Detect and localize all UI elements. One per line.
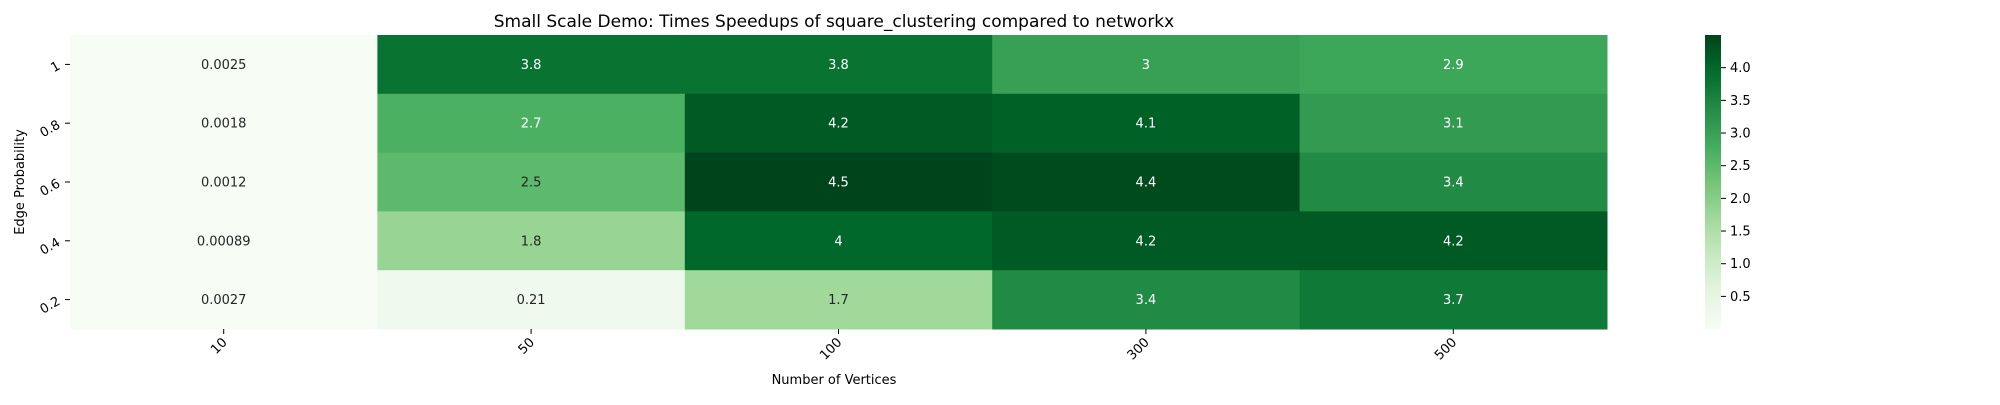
heatmap-cell-label: 0.0025: [201, 58, 247, 73]
y-tick-label: 0.6: [38, 176, 63, 199]
heatmap-cell-label: 0.0027: [201, 293, 247, 308]
colorbar-tick-label: 2.0: [1730, 192, 1751, 207]
heatmap-cell-label: 4.2: [1136, 234, 1157, 249]
heatmap-cell: [70, 152, 378, 212]
heatmap-cell-label: 2.9: [1443, 58, 1464, 73]
y-tick-label: 1: [48, 59, 63, 76]
heatmap-cell: [1299, 35, 1608, 95]
colorbar: [1705, 35, 1721, 329]
heatmap-cell: [377, 35, 686, 95]
x-axis-label: Number of Vertices: [772, 373, 897, 388]
colorbar-tick-label: 0.5: [1730, 290, 1751, 305]
heatmap-cell: [70, 270, 378, 330]
heatmap-cell-labels: 0.0025 3.8 3.8 3 2.9 0.0018 2.7 4.2 4.1 3.1 0.0012…: [197, 58, 1464, 308]
heatmap-cell-label: 3.7: [1443, 293, 1464, 308]
heatmap-cell: [70, 93, 378, 154]
heatmap-cell-label: 0.00089: [197, 234, 251, 249]
y-tick-label: 0.8: [38, 118, 63, 141]
y-tick-label: 0.4: [38, 235, 63, 258]
heatmap-cell: [684, 270, 993, 330]
heatmap-cell: [377, 270, 686, 330]
heatmap-cell: [377, 211, 686, 271]
heatmap-cell: [377, 152, 686, 212]
heatmap-cell: [70, 35, 378, 95]
colorbar-tick-label: 2.5: [1730, 159, 1751, 174]
colorbar-tick-label: 3.0: [1730, 127, 1751, 142]
heatmap-cell: [1299, 270, 1608, 330]
heatmap-cell: [992, 35, 1301, 95]
heatmap-cell-label: 3: [1142, 58, 1150, 73]
y-tick-label: 0.2: [38, 294, 63, 317]
colorbar-tick-label: 4.0: [1730, 61, 1751, 76]
heatmap-cell: [684, 93, 993, 154]
heatmap-cell-label: 4.2: [828, 117, 849, 132]
heatmap-cell-label: 0.0012: [201, 176, 247, 191]
heatmap-cell-label: 4.4: [1136, 176, 1157, 191]
heatmap-cell: [1299, 211, 1608, 271]
heatmap-cells: [70, 35, 1608, 330]
heatmap-cell: [377, 93, 686, 154]
heatmap-cell-label: 3.8: [828, 58, 849, 73]
colorbar-tick-label: 3.5: [1730, 94, 1751, 109]
colorbar-ticks: 0.5 1.0 1.5 2.0 2.5 3.0 3.5 4.0: [1721, 61, 1751, 305]
heatmap-cell: [70, 211, 378, 271]
heatmap-cell-label: 4.5: [828, 176, 849, 191]
x-tick-label: 10: [208, 335, 230, 357]
heatmap-cell: [684, 35, 993, 95]
heatmap-cell: [1299, 152, 1608, 212]
heatmap-cell: [992, 211, 1301, 271]
x-tick-label: 500: [1432, 335, 1460, 363]
heatmap-cell-label: 4: [834, 234, 842, 249]
x-tick-label: 100: [817, 335, 845, 363]
heatmap-cell: [992, 93, 1301, 154]
heatmap-cell: [992, 270, 1301, 330]
heatmap-cell-label: 2.7: [521, 117, 542, 132]
heatmap-cell-label: 3.4: [1443, 176, 1464, 191]
heatmap-cell-label: 3.8: [521, 58, 542, 73]
heatmap-cell-label: 4.2: [1443, 234, 1464, 249]
heatmap-cell-label: 1.8: [521, 234, 542, 249]
y-axis-label: Edge Probability: [13, 129, 28, 235]
x-tick-label: 50: [516, 335, 538, 357]
heatmap-cell: [1299, 93, 1608, 154]
heatmap-cell-label: 2.5: [521, 176, 542, 191]
heatmap-cell: [992, 152, 1301, 212]
heatmap-cell-label: 1.7: [828, 293, 849, 308]
heatmap-cell-label: 3.1: [1443, 117, 1464, 132]
colorbar-tick-label: 1.0: [1730, 257, 1751, 272]
y-axis-ticks: 1 0.8 0.6 0.4 0.2: [38, 59, 70, 317]
heatmap-cell-label: 0.21: [517, 293, 546, 308]
colorbar-tick-label: 1.5: [1730, 225, 1751, 240]
heatmap-cell-label: 3.4: [1136, 293, 1157, 308]
x-tick-label: 300: [1125, 335, 1153, 363]
heatmap-cell-label: 0.0018: [201, 117, 247, 132]
x-axis-ticks: 10 50 100 300 500: [208, 329, 1460, 363]
heatmap-cell: [684, 152, 993, 212]
heatmap-cell-label: 4.1: [1136, 117, 1157, 132]
heatmap-cell: [684, 211, 993, 271]
chart-title: Small Scale Demo: Times Speedups of squa…: [494, 12, 1174, 32]
